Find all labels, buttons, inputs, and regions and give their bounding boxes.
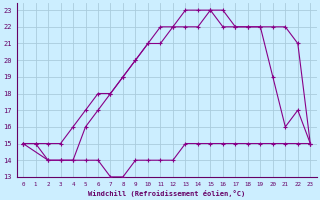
X-axis label: Windchill (Refroidissement éolien,°C): Windchill (Refroidissement éolien,°C) bbox=[88, 190, 245, 197]
